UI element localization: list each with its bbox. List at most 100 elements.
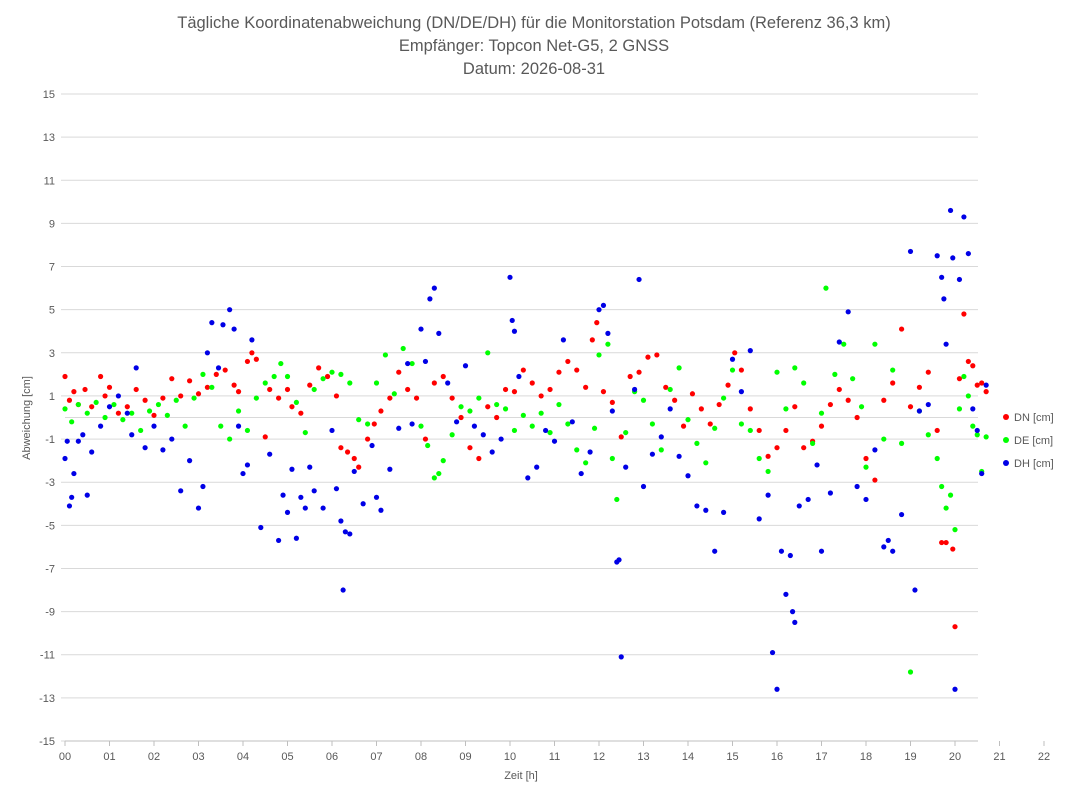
x-tick-label: 03 (192, 751, 204, 763)
data-point (832, 371, 838, 377)
x-tick-label: 16 (771, 751, 783, 763)
data-point (556, 401, 562, 408)
data-point (792, 404, 798, 410)
x-tick-label: 09 (459, 751, 471, 763)
data-point (814, 462, 820, 468)
data-point (623, 464, 629, 470)
data-point (747, 427, 753, 434)
data-point (142, 397, 148, 403)
x-tick-label: 01 (103, 751, 115, 763)
data-point (449, 395, 455, 401)
data-point (765, 453, 771, 459)
data-point (262, 380, 268, 386)
data-point (721, 395, 727, 401)
data-point (783, 591, 789, 597)
data-point (338, 371, 344, 377)
data-point (173, 397, 179, 403)
data-point (191, 395, 197, 401)
chart-title-line-2: Empfänger: Topcon Net-G5, 2 GNSS (399, 37, 669, 55)
data-point (569, 419, 575, 425)
data-point (347, 531, 353, 537)
data-point (178, 488, 184, 494)
data-point (160, 395, 166, 401)
data-point (703, 460, 709, 466)
data-point (738, 367, 745, 373)
data-point (485, 350, 491, 356)
data-point (278, 360, 284, 367)
y-tick-label: 5 (49, 305, 55, 317)
x-tick-label: 11 (549, 751, 560, 763)
data-point (863, 496, 869, 503)
data-point (556, 369, 562, 375)
data-point (195, 505, 202, 511)
y-axis-title: Abweichung [cm] (21, 376, 33, 460)
data-point (222, 367, 228, 373)
data-point (974, 382, 980, 388)
legend-marker (1003, 437, 1009, 443)
data-point (498, 436, 504, 442)
data-point (289, 466, 295, 472)
data-point (240, 470, 246, 477)
data-point (663, 384, 669, 390)
data-point (534, 464, 540, 470)
data-point (605, 341, 611, 347)
data-point (267, 451, 273, 457)
data-point (454, 419, 460, 425)
data-point (235, 423, 242, 429)
data-point (284, 509, 291, 515)
data-point (187, 458, 193, 464)
data-point (899, 440, 905, 446)
data-point (476, 395, 482, 401)
data-point (694, 503, 700, 509)
data-point (774, 445, 780, 451)
data-point (939, 274, 945, 280)
data-point (276, 537, 282, 544)
x-tick-label: 04 (237, 751, 249, 763)
y-tick-label: -11 (40, 650, 55, 662)
data-point (418, 423, 424, 429)
data-point (845, 397, 851, 403)
data-point (311, 488, 317, 494)
data-point (587, 449, 593, 455)
data-point (907, 404, 914, 410)
data-point (142, 445, 148, 451)
data-point (747, 348, 753, 354)
data-point (667, 406, 673, 412)
data-point (98, 423, 104, 429)
data-point (129, 410, 135, 416)
data-point (502, 406, 509, 412)
y-tick-label: 13 (43, 132, 55, 144)
data-point (69, 419, 75, 425)
data-point (810, 440, 816, 446)
data-point (396, 369, 402, 375)
y-tick-label: 11 (44, 175, 55, 187)
data-point (956, 276, 963, 283)
data-point (169, 376, 175, 382)
y-tick-label: -1 (45, 434, 55, 446)
data-point (983, 382, 989, 388)
chart-title-line-1: Tägliche Koordinatenabweichung (DN/DE/DH… (177, 14, 891, 32)
data-point (952, 686, 958, 692)
data-point (502, 386, 509, 393)
data-point (62, 373, 68, 380)
y-tick-label: 7 (49, 262, 55, 274)
data-point (616, 557, 622, 563)
data-point (431, 475, 437, 481)
data-point (645, 354, 651, 360)
data-point (565, 358, 571, 365)
data-point (769, 649, 776, 656)
data-point (302, 429, 308, 436)
data-point (138, 427, 144, 434)
data-point (71, 470, 77, 477)
data-point (796, 503, 802, 509)
data-point (529, 380, 535, 386)
data-point (436, 330, 442, 336)
data-point (69, 494, 75, 500)
data-point (440, 373, 446, 380)
data-point (970, 363, 976, 369)
data-point (302, 505, 308, 511)
data-point (413, 395, 420, 401)
data-point (605, 330, 611, 336)
data-point (805, 496, 811, 503)
data-point (970, 406, 976, 412)
